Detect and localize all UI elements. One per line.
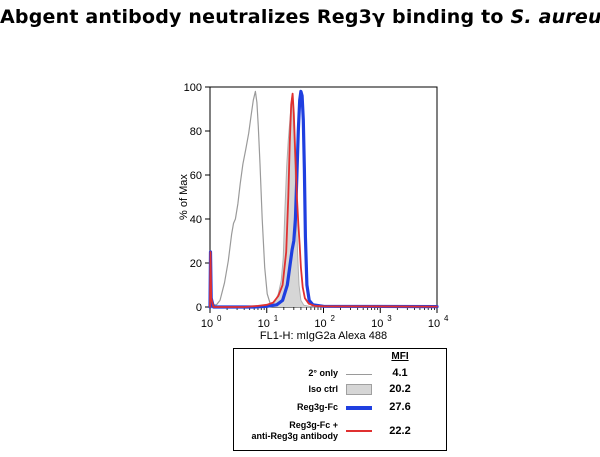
legend-row-reg3g-fc-anti: Reg3g-Fc + anti-Reg3g antibody 22.2 (234, 419, 446, 445)
title-middle: binding to (385, 6, 511, 28)
legend-row-reg3g-fc: Reg3g-Fc 27.6 (234, 401, 446, 415)
legend-swatch-line (346, 430, 372, 432)
legend-label: 2° only (308, 368, 338, 378)
y-tick-label: 0 (196, 302, 202, 314)
legend-label: Reg3g-Fc (296, 402, 338, 412)
legend-swatch-line (346, 374, 372, 375)
x-tick-exponent: 0 (217, 314, 222, 323)
legend-row-iso-ctrl: Iso ctrl 20.2 (234, 383, 446, 397)
legend-box: MFI 2° only 4.1 Iso ctrl 20.2 Reg3g-Fc 2… (233, 348, 447, 451)
x-tick-exponent: 3 (387, 314, 392, 323)
x-tick-exponent: 2 (331, 314, 336, 323)
legend-swatch-filled (346, 384, 372, 395)
y-tick-label: 40 (190, 214, 202, 226)
plot-frame (209, 86, 438, 308)
title-organism: S. aureus (510, 6, 600, 28)
title-text: Abgent antibody neutralizes Reg3 (0, 6, 373, 28)
series-line-reg3g_fc (208, 89, 439, 309)
legend-row-secondary-only: 2° only 4.1 (234, 367, 446, 381)
legend-mfi-header: MFI (391, 351, 409, 362)
legend-swatch-line (346, 406, 372, 410)
x-tick-label: 10 (201, 318, 213, 330)
legend-mfi-value: 4.1 (392, 367, 408, 379)
x-axis-label: FL1-H: mIgG2a Alexa 488 (260, 330, 387, 342)
x-tick-exponent: 1 (274, 314, 279, 323)
y-tick-label: 20 (190, 258, 202, 270)
legend-mfi-value: 22.2 (389, 425, 411, 437)
x-tick-label: 10 (428, 318, 440, 330)
y-tick-label: 60 (190, 170, 202, 182)
x-tick-exponent: 4 (444, 314, 449, 323)
y-tick-label: 80 (190, 126, 202, 138)
series-line-secondary_only (209, 90, 438, 308)
y-tick-label: 100 (184, 82, 202, 94)
series-line-reg3g_fc_anti (209, 92, 438, 308)
x-tick-label: 10 (314, 318, 326, 330)
legend-label-line2: anti-Reg3g antibody (251, 431, 338, 441)
page-title: Abgent antibody neutralizes Reg3γ bindin… (0, 6, 600, 28)
x-tick-label: 10 (258, 318, 270, 330)
title-greek: γ (372, 6, 386, 28)
series-line-iso_ctrl (209, 97, 438, 308)
series-fill-iso_ctrl (210, 98, 437, 307)
legend-mfi-value: 20.2 (389, 383, 411, 395)
legend-mfi-value: 27.6 (389, 401, 411, 413)
y-axis-label: % of Max (178, 174, 190, 220)
legend-label-line1: Reg3g-Fc + (289, 420, 338, 430)
legend-label: Iso ctrl (308, 384, 338, 394)
x-tick-label: 10 (371, 318, 383, 330)
